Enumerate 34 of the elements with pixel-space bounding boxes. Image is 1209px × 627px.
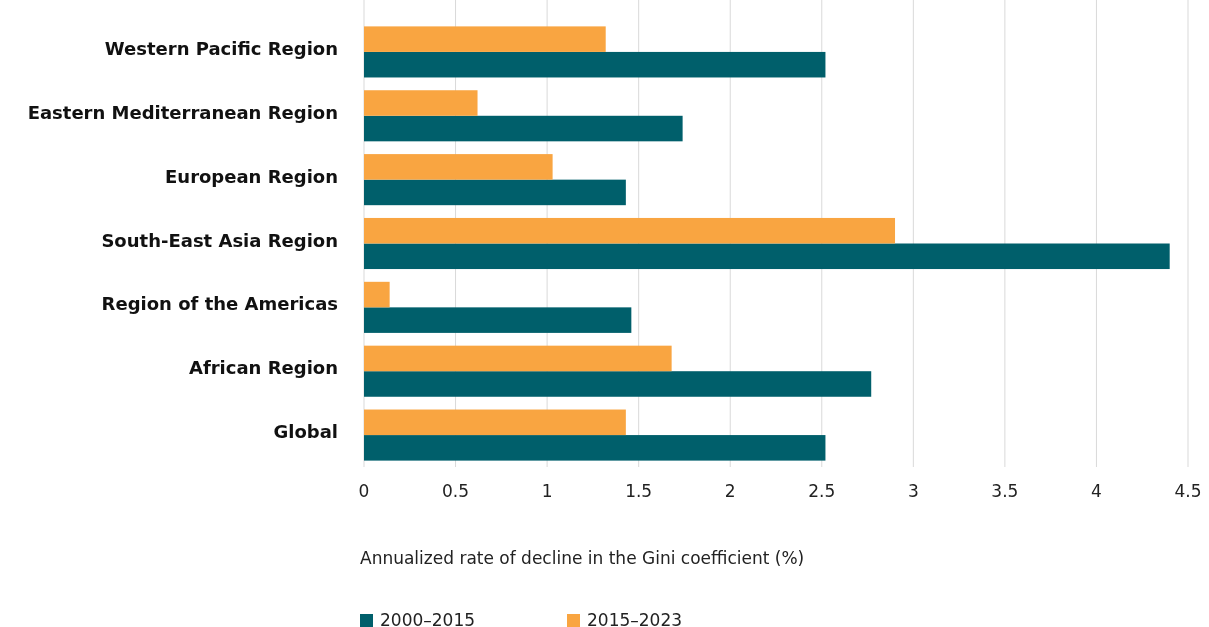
x-tick-label: 0 (358, 481, 370, 501)
bar (364, 217, 896, 244)
y-tick-label: Eastern Mediterranean Region (27, 101, 338, 123)
y-tick-label: South-East Asia Region (101, 229, 338, 251)
bar (364, 435, 826, 461)
bar (364, 243, 1170, 270)
y-tick-label: Global (273, 421, 338, 443)
x-tick-label: 2 (724, 481, 736, 501)
x-tick-label: 3.5 (991, 481, 1019, 501)
bar (364, 115, 683, 142)
x-tick-label: 4.5 (1174, 481, 1202, 501)
bar (364, 26, 606, 52)
y-tick-label: European Region (165, 165, 338, 187)
x-tick-label: 3 (907, 481, 919, 501)
y-tick-label: Western Pacific Region (104, 37, 338, 59)
bar (364, 179, 626, 206)
bar (364, 154, 553, 180)
bar (364, 371, 872, 397)
bar (364, 90, 478, 116)
x-tick-label: 2.5 (808, 481, 836, 501)
bar (364, 307, 632, 333)
bar (364, 409, 626, 436)
x-tick-label: 1 (541, 481, 553, 501)
bar (364, 345, 672, 372)
y-tick-label: Region of the Americas (101, 293, 338, 315)
legend-label: 2000–2015 (380, 610, 476, 627)
x-tick-label: 4 (1091, 481, 1102, 501)
y-tick-label: African Region (188, 357, 338, 379)
x-tick-label: 0.5 (442, 481, 470, 501)
x-axis-title: Annualized rate of decline in the Gini coefficient (%) (360, 548, 805, 568)
bar (364, 281, 390, 308)
bar (364, 51, 826, 78)
legend-label: 2015–2023 (587, 610, 683, 627)
x-tick-label: 1.5 (625, 481, 653, 501)
